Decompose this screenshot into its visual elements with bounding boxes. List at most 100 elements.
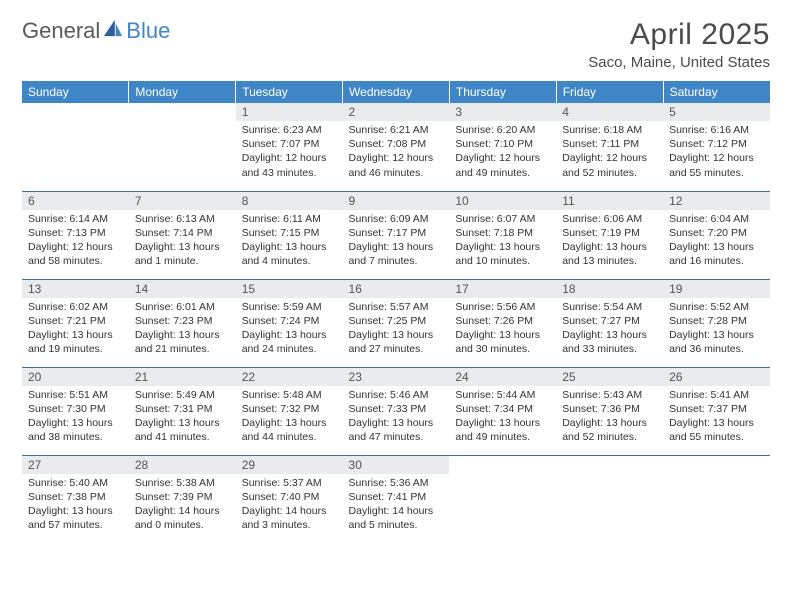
daylight-text: Daylight: 12 hours and 43 minutes. <box>242 151 337 179</box>
day-details: Sunrise: 6:13 AMSunset: 7:14 PMDaylight:… <box>129 210 236 273</box>
sunrise-text: Sunrise: 5:41 AM <box>669 388 764 402</box>
sunrise-text: Sunrise: 6:01 AM <box>135 300 230 314</box>
daylight-text: Daylight: 13 hours and 4 minutes. <box>242 240 337 268</box>
sunrise-text: Sunrise: 6:04 AM <box>669 212 764 226</box>
day-number: 29 <box>236 456 343 474</box>
sunset-text: Sunset: 7:26 PM <box>455 314 550 328</box>
sunset-text: Sunset: 7:10 PM <box>455 137 550 151</box>
sunrise-text: Sunrise: 5:54 AM <box>562 300 657 314</box>
day-cell: 3Sunrise: 6:20 AMSunset: 7:10 PMDaylight… <box>449 103 556 191</box>
day-header: Sunday <box>22 81 129 103</box>
day-cell: 12Sunrise: 6:04 AMSunset: 7:20 PMDayligh… <box>663 191 770 279</box>
day-details: Sunrise: 6:23 AMSunset: 7:07 PMDaylight:… <box>236 121 343 184</box>
day-details: Sunrise: 5:37 AMSunset: 7:40 PMDaylight:… <box>236 474 343 537</box>
day-number: 3 <box>449 103 556 121</box>
sunrise-text: Sunrise: 6:09 AM <box>349 212 444 226</box>
sunrise-text: Sunrise: 6:06 AM <box>562 212 657 226</box>
day-cell: 9Sunrise: 6:09 AMSunset: 7:17 PMDaylight… <box>343 191 450 279</box>
day-cell: 6Sunrise: 6:14 AMSunset: 7:13 PMDaylight… <box>22 191 129 279</box>
day-header: Wednesday <box>343 81 450 103</box>
sunset-text: Sunset: 7:20 PM <box>669 226 764 240</box>
day-number: 21 <box>129 368 236 386</box>
day-cell: 23Sunrise: 5:46 AMSunset: 7:33 PMDayligh… <box>343 367 450 455</box>
daylight-text: Daylight: 13 hours and 49 minutes. <box>455 416 550 444</box>
sunrise-text: Sunrise: 6:14 AM <box>28 212 123 226</box>
sunset-text: Sunset: 7:38 PM <box>28 490 123 504</box>
day-cell: .. <box>556 455 663 543</box>
sunrise-text: Sunrise: 6:11 AM <box>242 212 337 226</box>
daylight-text: Daylight: 12 hours and 46 minutes. <box>349 151 444 179</box>
daylight-text: Daylight: 13 hours and 24 minutes. <box>242 328 337 356</box>
sunrise-text: Sunrise: 5:44 AM <box>455 388 550 402</box>
day-header: Saturday <box>663 81 770 103</box>
day-details: Sunrise: 5:46 AMSunset: 7:33 PMDaylight:… <box>343 386 450 449</box>
sunset-text: Sunset: 7:15 PM <box>242 226 337 240</box>
sunset-text: Sunset: 7:36 PM <box>562 402 657 416</box>
daylight-text: Daylight: 14 hours and 5 minutes. <box>349 504 444 532</box>
sunrise-text: Sunrise: 6:18 AM <box>562 123 657 137</box>
day-details: Sunrise: 6:06 AMSunset: 7:19 PMDaylight:… <box>556 210 663 273</box>
daylight-text: Daylight: 13 hours and 36 minutes. <box>669 328 764 356</box>
brand-part1: General <box>22 18 100 44</box>
day-header: Thursday <box>449 81 556 103</box>
day-number: 20 <box>22 368 129 386</box>
day-number: 26 <box>663 368 770 386</box>
daylight-text: Daylight: 13 hours and 13 minutes. <box>562 240 657 268</box>
day-details: Sunrise: 6:09 AMSunset: 7:17 PMDaylight:… <box>343 210 450 273</box>
day-number: 23 <box>343 368 450 386</box>
sunset-text: Sunset: 7:33 PM <box>349 402 444 416</box>
week-row: ....1Sunrise: 6:23 AMSunset: 7:07 PMDayl… <box>22 103 770 191</box>
day-details: Sunrise: 6:18 AMSunset: 7:11 PMDaylight:… <box>556 121 663 184</box>
sunset-text: Sunset: 7:13 PM <box>28 226 123 240</box>
day-details: Sunrise: 5:36 AMSunset: 7:41 PMDaylight:… <box>343 474 450 537</box>
day-number: 8 <box>236 192 343 210</box>
day-details: Sunrise: 5:44 AMSunset: 7:34 PMDaylight:… <box>449 386 556 449</box>
day-details: Sunrise: 5:57 AMSunset: 7:25 PMDaylight:… <box>343 298 450 361</box>
sunrise-text: Sunrise: 6:07 AM <box>455 212 550 226</box>
sunrise-text: Sunrise: 5:49 AM <box>135 388 230 402</box>
day-details: Sunrise: 5:38 AMSunset: 7:39 PMDaylight:… <box>129 474 236 537</box>
day-cell: 18Sunrise: 5:54 AMSunset: 7:27 PMDayligh… <box>556 279 663 367</box>
day-details: Sunrise: 6:21 AMSunset: 7:08 PMDaylight:… <box>343 121 450 184</box>
sunset-text: Sunset: 7:39 PM <box>135 490 230 504</box>
day-cell: 26Sunrise: 5:41 AMSunset: 7:37 PMDayligh… <box>663 367 770 455</box>
location-subtitle: Saco, Maine, United States <box>588 54 770 71</box>
sunset-text: Sunset: 7:37 PM <box>669 402 764 416</box>
day-details: Sunrise: 5:41 AMSunset: 7:37 PMDaylight:… <box>663 386 770 449</box>
day-details: Sunrise: 5:59 AMSunset: 7:24 PMDaylight:… <box>236 298 343 361</box>
week-row: 13Sunrise: 6:02 AMSunset: 7:21 PMDayligh… <box>22 279 770 367</box>
day-cell: .. <box>449 455 556 543</box>
day-number: 22 <box>236 368 343 386</box>
sunrise-text: Sunrise: 5:48 AM <box>242 388 337 402</box>
day-header: Tuesday <box>236 81 343 103</box>
day-cell: 7Sunrise: 6:13 AMSunset: 7:14 PMDaylight… <box>129 191 236 279</box>
day-cell: 28Sunrise: 5:38 AMSunset: 7:39 PMDayligh… <box>129 455 236 543</box>
day-cell: 22Sunrise: 5:48 AMSunset: 7:32 PMDayligh… <box>236 367 343 455</box>
calendar-table: Sunday Monday Tuesday Wednesday Thursday… <box>22 81 770 543</box>
sunrise-text: Sunrise: 6:02 AM <box>28 300 123 314</box>
daylight-text: Daylight: 13 hours and 57 minutes. <box>28 504 123 532</box>
day-details: Sunrise: 6:01 AMSunset: 7:23 PMDaylight:… <box>129 298 236 361</box>
week-row: 6Sunrise: 6:14 AMSunset: 7:13 PMDaylight… <box>22 191 770 279</box>
sunset-text: Sunset: 7:08 PM <box>349 137 444 151</box>
day-details: Sunrise: 5:49 AMSunset: 7:31 PMDaylight:… <box>129 386 236 449</box>
day-number: 5 <box>663 103 770 121</box>
sunrise-text: Sunrise: 6:16 AM <box>669 123 764 137</box>
sunset-text: Sunset: 7:34 PM <box>455 402 550 416</box>
daylight-text: Daylight: 13 hours and 16 minutes. <box>669 240 764 268</box>
day-number: 15 <box>236 280 343 298</box>
day-cell: 21Sunrise: 5:49 AMSunset: 7:31 PMDayligh… <box>129 367 236 455</box>
daylight-text: Daylight: 13 hours and 1 minute. <box>135 240 230 268</box>
daylight-text: Daylight: 13 hours and 10 minutes. <box>455 240 550 268</box>
daylight-text: Daylight: 13 hours and 55 minutes. <box>669 416 764 444</box>
brand-sail-icon <box>104 18 124 44</box>
daylight-text: Daylight: 13 hours and 38 minutes. <box>28 416 123 444</box>
day-details: Sunrise: 5:52 AMSunset: 7:28 PMDaylight:… <box>663 298 770 361</box>
day-cell: 24Sunrise: 5:44 AMSunset: 7:34 PMDayligh… <box>449 367 556 455</box>
day-number: 10 <box>449 192 556 210</box>
daylight-text: Daylight: 13 hours and 44 minutes. <box>242 416 337 444</box>
day-cell: 4Sunrise: 6:18 AMSunset: 7:11 PMDaylight… <box>556 103 663 191</box>
sunrise-text: Sunrise: 5:57 AM <box>349 300 444 314</box>
sunrise-text: Sunrise: 5:52 AM <box>669 300 764 314</box>
day-cell: 2Sunrise: 6:21 AMSunset: 7:08 PMDaylight… <box>343 103 450 191</box>
